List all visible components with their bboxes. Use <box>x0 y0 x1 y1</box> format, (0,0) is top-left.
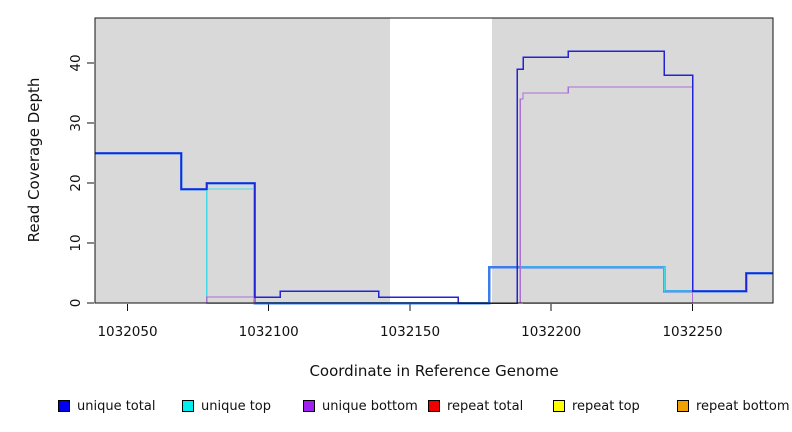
y-tick-label: 30 <box>68 114 84 131</box>
legend-label: repeat total <box>447 398 524 414</box>
y-tick-label: 10 <box>68 234 84 251</box>
x-tick-label: 1032200 <box>521 324 581 340</box>
left-gray-band <box>95 18 391 303</box>
right-gray-band <box>491 18 773 303</box>
plot-border <box>94 17 774 304</box>
legend-swatch-icon <box>428 400 440 412</box>
legend-swatch-icon <box>553 400 565 412</box>
x-tick-label: 1032100 <box>239 324 299 340</box>
legend-item-unique-total: unique total <box>58 398 155 414</box>
legend-label: repeat bottom <box>696 398 790 414</box>
legend-item-repeat-top: repeat top <box>553 398 640 414</box>
legend-item-repeat-total: repeat total <box>428 398 523 414</box>
legend-item-unique-top: unique top <box>182 398 271 414</box>
y-tick-label: 0 <box>68 299 84 308</box>
legend-label: repeat top <box>572 398 640 414</box>
x-tick-label: 1032050 <box>97 324 157 340</box>
legend-swatch-icon <box>58 400 70 412</box>
x-tick-label: 1032250 <box>662 324 722 340</box>
legend-swatch-icon <box>677 400 689 412</box>
legend-label: unique top <box>201 398 272 414</box>
chart-legend: unique total unique top unique bottom repea… <box>0 398 792 420</box>
x-axis-title: Coordinate in Reference Genome <box>309 362 559 380</box>
series-unique-bottom <box>95 86 773 304</box>
legend-swatch-icon <box>182 400 194 412</box>
legend-label: unique bottom <box>322 398 418 414</box>
y-tick-label: 20 <box>68 174 84 191</box>
legend-item-repeat-bottom: repeat bottom <box>677 398 790 414</box>
x-tick-label: 1032150 <box>380 324 440 340</box>
y-tick-label: 40 <box>68 54 84 71</box>
y-axis-title: Read Coverage Depth <box>25 77 43 243</box>
legend-label: unique total <box>77 398 156 414</box>
legend-item-unique-bottom: unique bottom <box>303 398 418 414</box>
legend-swatch-icon <box>303 400 315 412</box>
